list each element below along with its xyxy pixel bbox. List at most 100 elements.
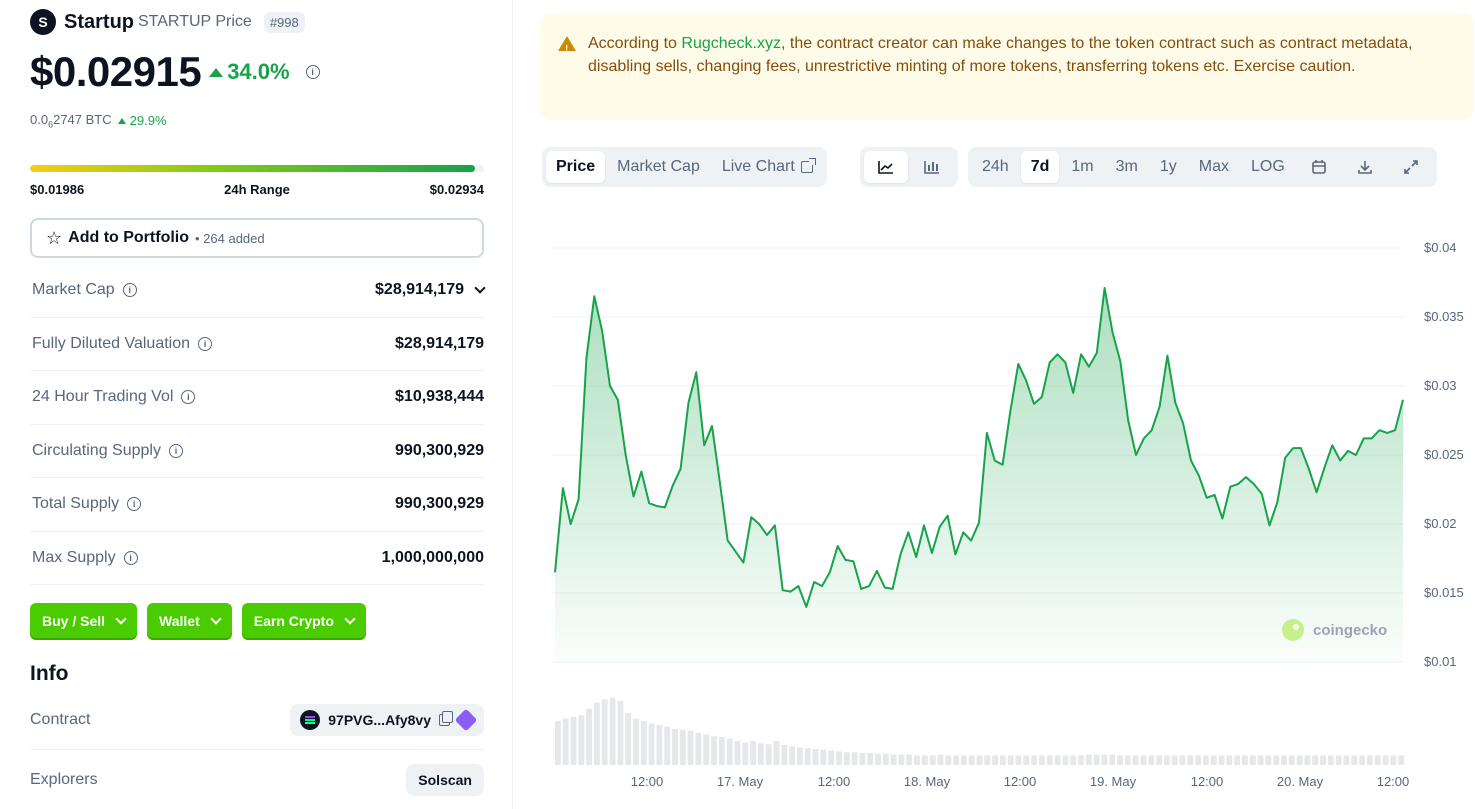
volume-bar bbox=[914, 755, 920, 765]
range-tab-3m[interactable]: 3m bbox=[1115, 158, 1138, 175]
watermark-text: coingecko bbox=[1313, 622, 1387, 639]
volume-bar bbox=[961, 755, 967, 765]
earn-crypto-button[interactable]: Earn Crypto bbox=[241, 603, 366, 638]
volume-bar bbox=[976, 755, 983, 765]
volume-bar bbox=[1054, 755, 1061, 765]
stat-label: 24 Hour Trading Vol i bbox=[32, 388, 196, 406]
volume-bar bbox=[1390, 755, 1397, 765]
volume-bar bbox=[804, 748, 811, 765]
candlestick-chart-button[interactable] bbox=[910, 151, 954, 183]
volume-bar bbox=[797, 747, 803, 765]
tab-price[interactable]: Price bbox=[546, 151, 606, 183]
volume-bar bbox=[719, 737, 725, 765]
line-chart-button[interactable] bbox=[864, 151, 908, 183]
tab-live-chart[interactable]: Live Chart bbox=[712, 151, 823, 183]
chart-type-tabs: Price Market Cap Live Chart bbox=[542, 147, 827, 187]
volume-bar bbox=[992, 755, 998, 765]
volume-bar bbox=[578, 715, 585, 765]
x-tick-label: 19. May bbox=[1090, 774, 1137, 789]
24h-range-bar bbox=[30, 165, 484, 172]
volume-bar bbox=[734, 741, 741, 765]
volume-bar bbox=[921, 755, 928, 765]
copy-icon[interactable] bbox=[439, 711, 453, 726]
volume-bar bbox=[1140, 755, 1147, 765]
warning-text: , the contract creator can make changes … bbox=[588, 35, 1413, 75]
range-tab-1m[interactable]: 1m bbox=[1071, 158, 1094, 175]
y-tick-label: $0.025 bbox=[1424, 447, 1464, 462]
volume-bar bbox=[1226, 755, 1233, 765]
calendar-icon bbox=[1311, 160, 1326, 174]
chevron-down-icon[interactable] bbox=[474, 282, 486, 294]
volume-bar bbox=[625, 713, 632, 765]
tab-market-cap[interactable]: Market Cap bbox=[617, 158, 700, 175]
volume-bar bbox=[1000, 755, 1006, 765]
volume-bar bbox=[1312, 755, 1319, 765]
volume-bar bbox=[1093, 754, 1100, 765]
stat-row-total-supply: Total Supply i 990,300,929 bbox=[30, 478, 484, 532]
range-tab-7d[interactable]: 7d bbox=[1020, 151, 1060, 183]
calendar-button[interactable] bbox=[1297, 151, 1341, 183]
info-icon[interactable]: i bbox=[123, 550, 138, 565]
volume-bar bbox=[1156, 755, 1162, 765]
x-tick-label: 18. May bbox=[904, 774, 951, 789]
info-icon[interactable]: i bbox=[198, 336, 213, 351]
volume-bar bbox=[648, 723, 655, 765]
info-icon[interactable]: i bbox=[168, 443, 183, 458]
range-tab-log[interactable]: LOG bbox=[1250, 158, 1285, 175]
stat-row-max-supply: Max Supply i 1,000,000,000 bbox=[30, 532, 484, 585]
coin-sidebar: S Startup STARTUP Price #998 $0.02915 34… bbox=[30, 0, 486, 809]
btc-price: 0.062747 BTC bbox=[30, 112, 112, 130]
divider bbox=[30, 749, 484, 750]
fullscreen-button[interactable] bbox=[1389, 151, 1433, 183]
volume-bar bbox=[1171, 755, 1178, 765]
volume-bar bbox=[1039, 755, 1045, 765]
explorers-row: Explorers Solscan bbox=[30, 764, 484, 796]
download-icon bbox=[1357, 161, 1372, 174]
solscan-link[interactable]: Solscan bbox=[406, 764, 484, 796]
stat-label: Market Cap i bbox=[32, 281, 137, 299]
x-tick-label: 17. May bbox=[717, 774, 764, 789]
range-tab-24h[interactable]: 24h bbox=[982, 158, 1009, 175]
volume-bar bbox=[695, 733, 702, 765]
price-chart-svg[interactable]: $0.04 $0.035 $0.03 $0.025 $0.02 $0.015 $0.01 12… bbox=[540, 200, 1475, 809]
volume-bar bbox=[758, 743, 764, 765]
contract-row: Contract 97PVG...Afy8vy bbox=[30, 704, 484, 736]
stats-table: Market Cap i $28,914,179 Fully Diluted Va… bbox=[30, 264, 486, 585]
info-icon[interactable]: i bbox=[127, 497, 142, 512]
volume-bar bbox=[906, 754, 913, 765]
info-icon[interactable]: i bbox=[181, 390, 196, 405]
y-tick-label: $0.01 bbox=[1424, 654, 1457, 669]
add-to-portfolio-button[interactable]: ☆ Add to Portfolio • 264 added bbox=[30, 218, 484, 258]
volume-bar bbox=[953, 755, 959, 765]
metamask-icon[interactable] bbox=[454, 708, 478, 732]
explorers-label: Explorers bbox=[30, 771, 98, 788]
info-icon[interactable]: i bbox=[305, 65, 320, 79]
volume-bar bbox=[1124, 755, 1131, 765]
volume-bar bbox=[1007, 755, 1014, 765]
up-arrow-icon bbox=[117, 117, 126, 124]
x-tick-label: 20. May bbox=[1277, 774, 1324, 789]
external-link-icon bbox=[800, 158, 816, 173]
volume-bar bbox=[1187, 755, 1194, 765]
volume-bar bbox=[703, 734, 710, 765]
download-button[interactable] bbox=[1343, 151, 1387, 183]
volume-bar bbox=[726, 738, 733, 765]
volume-bar bbox=[1117, 755, 1123, 765]
range-tab-1y[interactable]: 1y bbox=[1159, 158, 1177, 175]
volume-bar bbox=[789, 746, 795, 765]
buy-sell-button[interactable]: Buy / Sell bbox=[30, 603, 138, 638]
contract-chip[interactable]: 97PVG...Afy8vy bbox=[290, 704, 484, 736]
volume-bar bbox=[609, 697, 616, 765]
stat-row-market-cap[interactable]: Market Cap i $28,914,179 bbox=[30, 264, 486, 318]
portfolio-count: • 264 added bbox=[195, 230, 265, 246]
rugcheck-link[interactable]: Rugcheck.xyz bbox=[681, 35, 781, 52]
info-icon[interactable]: i bbox=[122, 283, 137, 298]
wallet-button[interactable]: Wallet bbox=[147, 603, 232, 638]
range-tab-max[interactable]: Max bbox=[1198, 158, 1229, 175]
volume-bar bbox=[1070, 755, 1077, 765]
price-chart[interactable]: $0.04 $0.035 $0.03 $0.025 $0.02 $0.015 $0.01 12… bbox=[540, 200, 1475, 809]
x-tick-label: 12:00 bbox=[1377, 774, 1410, 789]
volume-bar bbox=[843, 752, 850, 765]
volume-bar bbox=[1351, 755, 1358, 765]
volume-bar bbox=[1085, 754, 1092, 765]
